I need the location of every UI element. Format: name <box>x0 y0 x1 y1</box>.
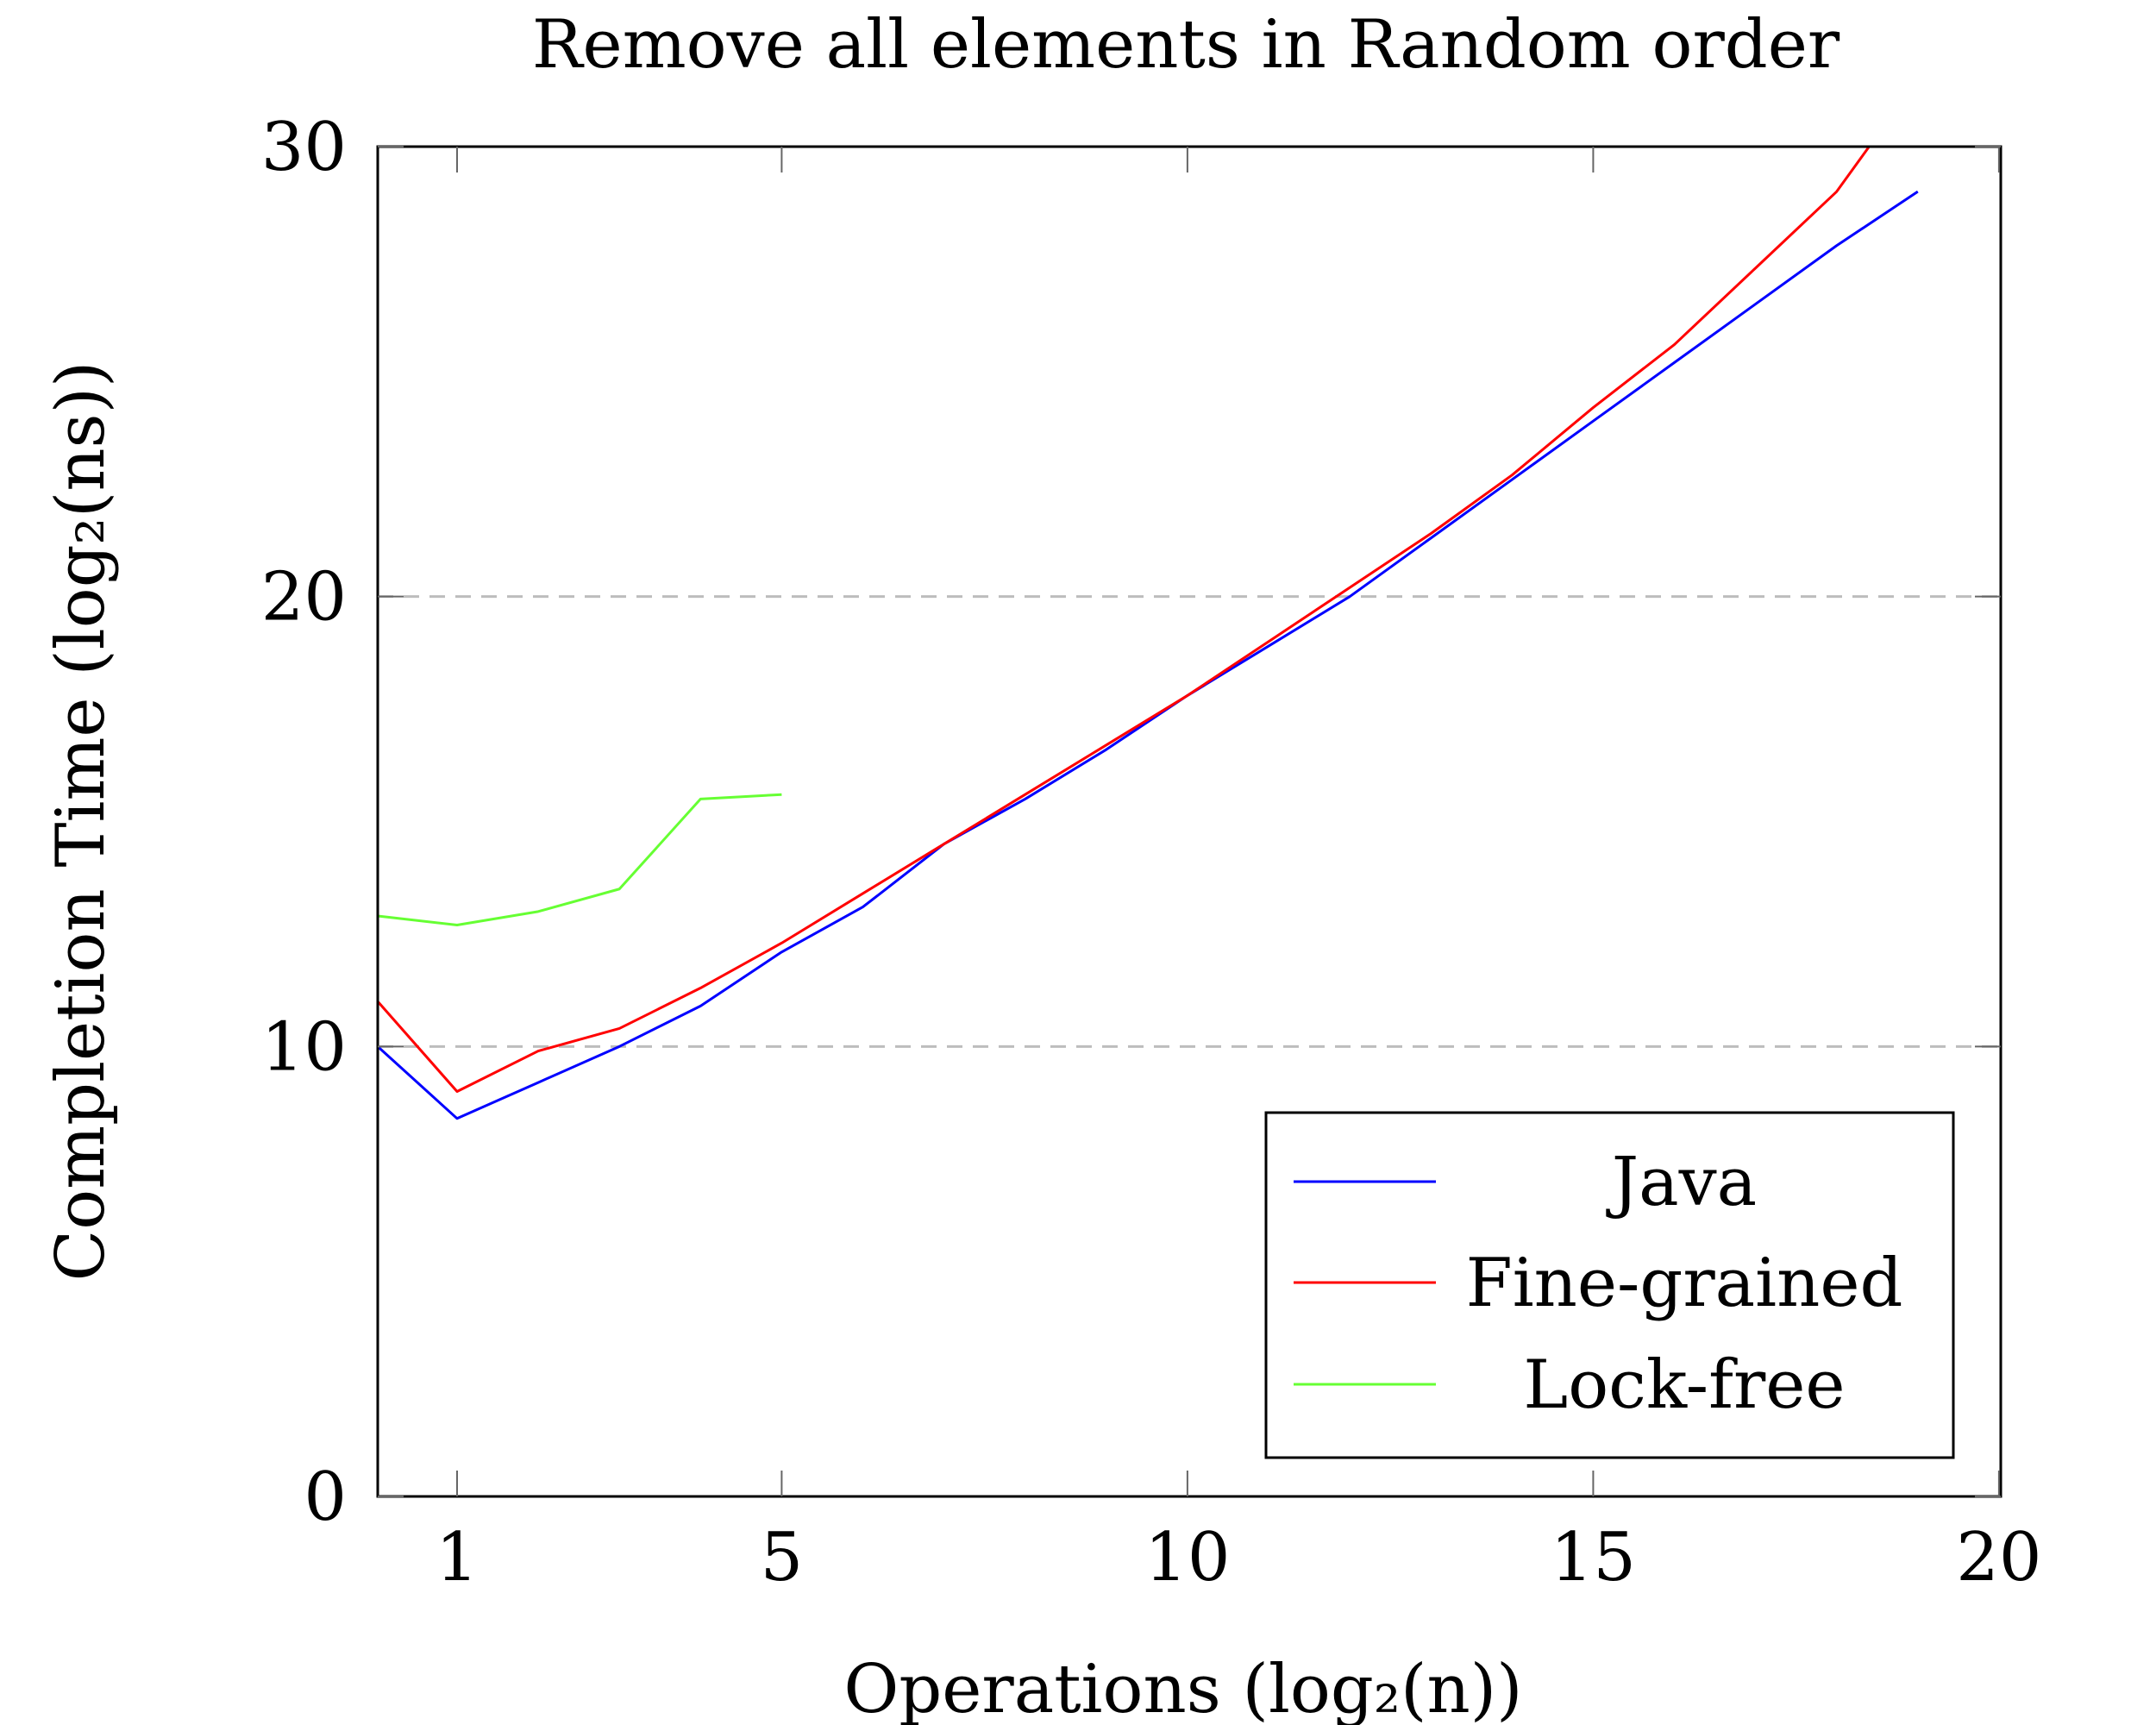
series-line-java <box>376 190 1919 1120</box>
grid-lines <box>378 595 2001 1048</box>
x-tick-label-1: 1 <box>436 1519 479 1596</box>
legend-label-lock-free: Lock-free <box>1523 1346 1845 1424</box>
legend-label-fine-grained: Fine-grained <box>1466 1245 1903 1322</box>
series-line-fine-grained <box>376 146 1871 1093</box>
legend: Java Fine-grained Lock-free <box>1264 1111 1955 1459</box>
series-layer <box>376 146 1919 1120</box>
x-tick-label-5: 5 <box>761 1519 804 1596</box>
plot-frame <box>376 145 2002 1498</box>
x-tick-label-20: 20 <box>1956 1519 2041 1596</box>
y-tick-label-30: 30 <box>261 109 347 186</box>
x-axis-label: Operations (log₂(n)) <box>843 1651 1522 1725</box>
y-axis-label: Completion Time (log₂(ns)) <box>42 361 120 1282</box>
y-tick-label-10: 10 <box>261 1008 347 1086</box>
series-line-lock-free <box>377 793 782 926</box>
legend-label-java: Java <box>1606 1144 1757 1221</box>
y-tick-label-20: 20 <box>261 559 347 637</box>
x-tick-label-10: 10 <box>1144 1519 1230 1596</box>
chart-title: Remove all elements in Random order <box>532 6 1840 84</box>
legend-box <box>1264 1111 1955 1459</box>
axis-ticks <box>378 146 2001 1497</box>
x-tick-label-15: 15 <box>1551 1519 1636 1596</box>
y-tick-label-0: 0 <box>304 1458 347 1536</box>
